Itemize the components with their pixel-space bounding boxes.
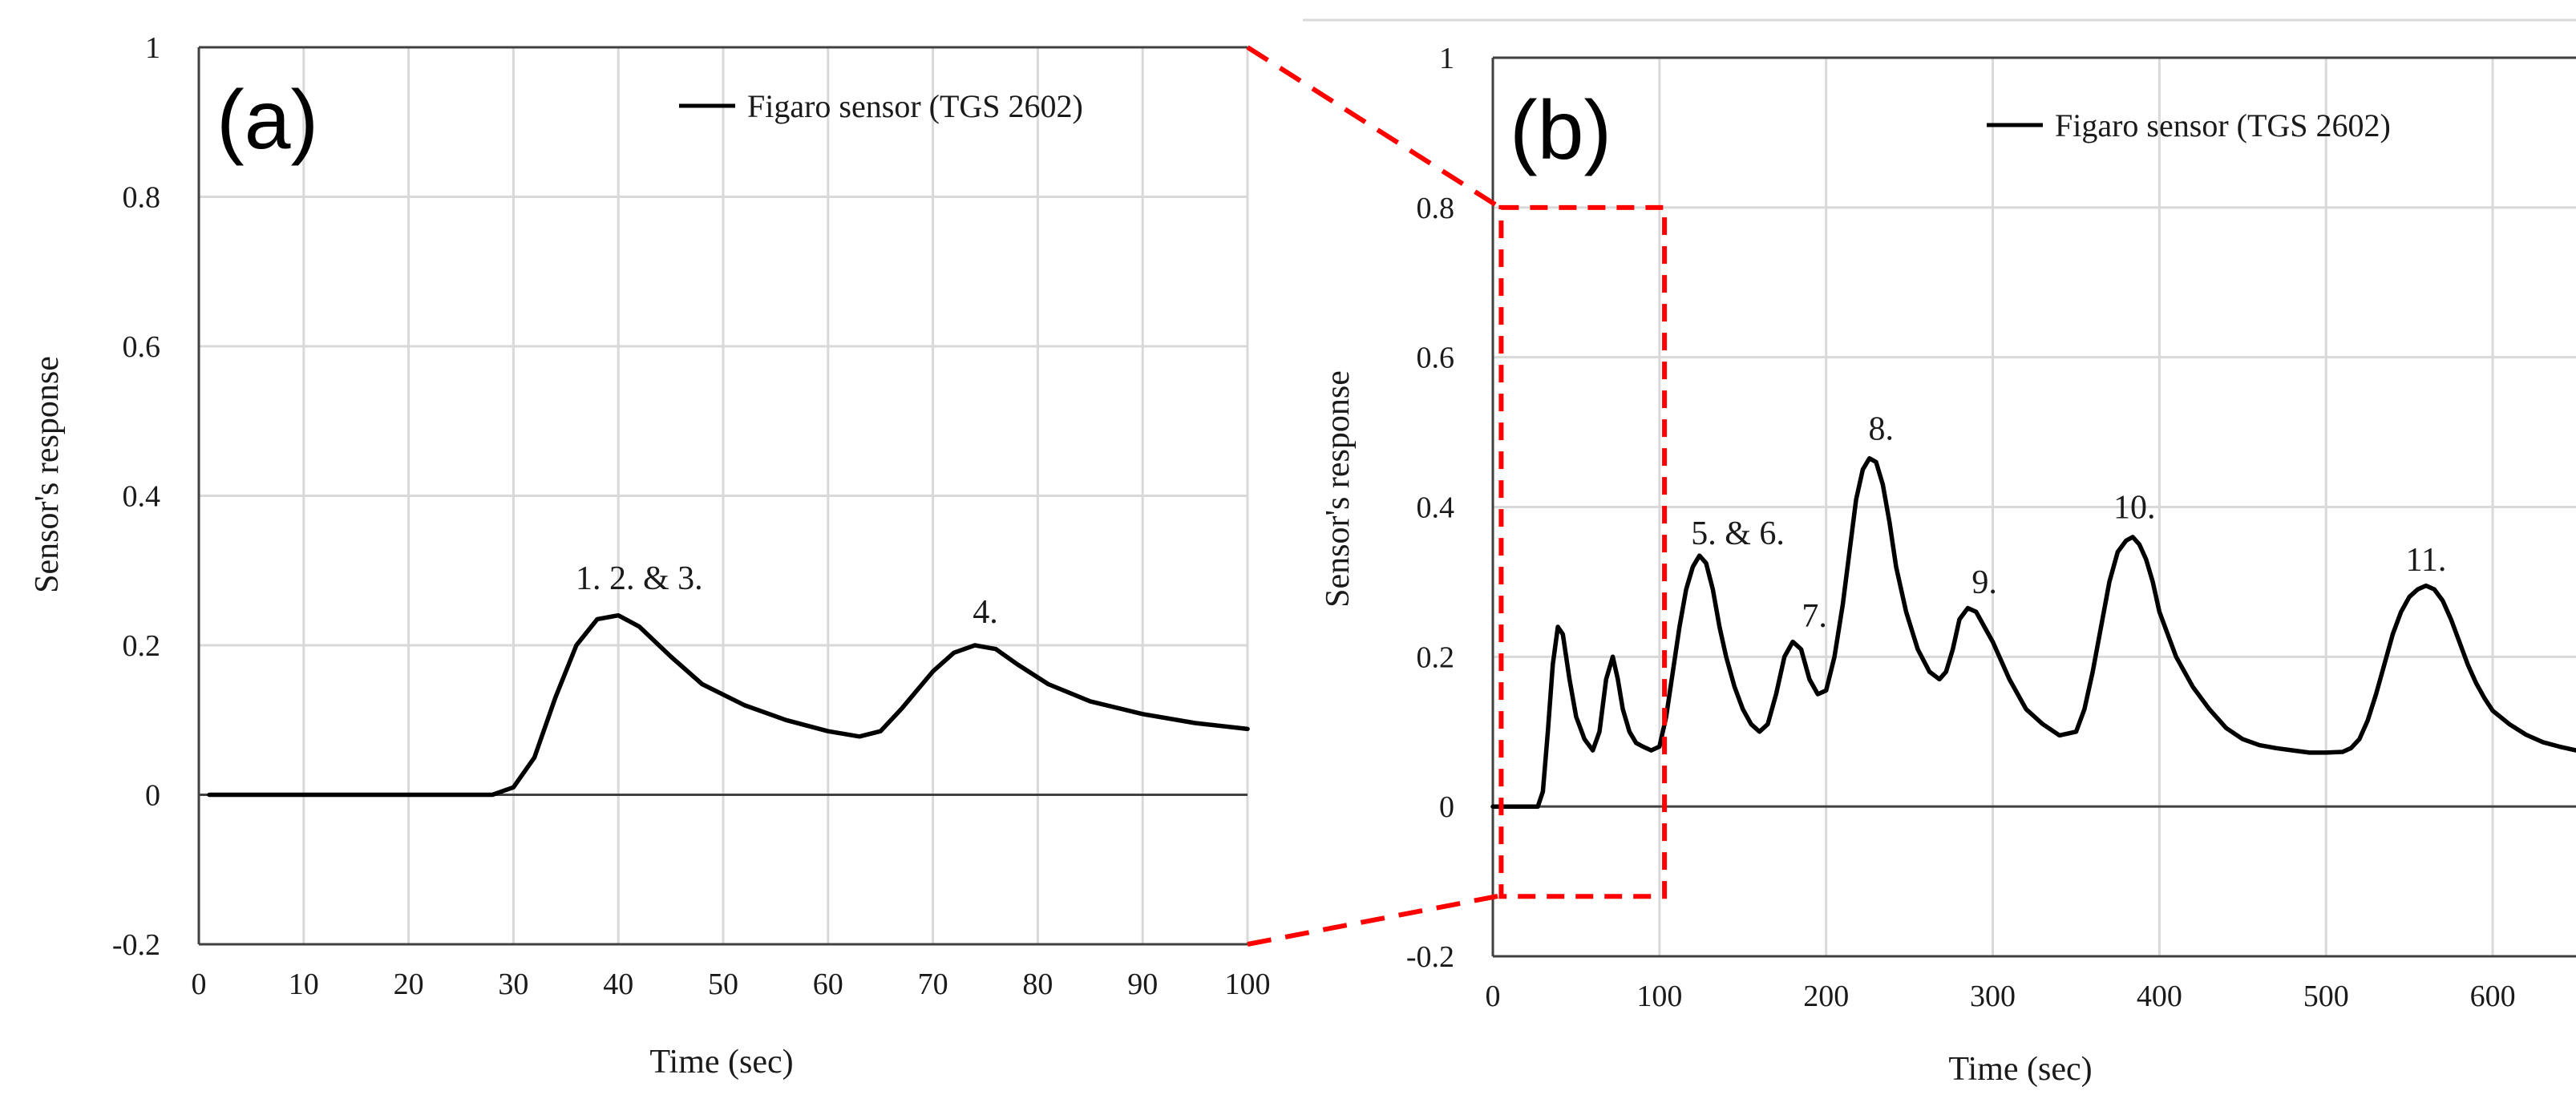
annotation-b-5: 11. <box>2405 542 2446 579</box>
annotation-a-1: 4. <box>973 594 998 631</box>
legend-label-a: Figaro sensor (TGS 2602) <box>747 88 1083 124</box>
x-tick-label-b-300: 300 <box>1970 980 2016 1013</box>
chart-panel-a: (a) Time (sec) Sensor's response Figaro … <box>29 31 1271 1081</box>
legend-label-b: Figaro sensor (TGS 2602) <box>2055 107 2391 143</box>
y-tick-label-a-1: 0 <box>145 779 160 813</box>
x-tick-label-b-500: 500 <box>2303 980 2349 1013</box>
x-tick-label-a-30: 30 <box>498 968 528 1001</box>
chart-panel-b: (b) Time (sec) Sensor's response Figaro … <box>1320 42 2576 1088</box>
y-tick-label-a-0: -0.2 <box>112 928 160 962</box>
x-tick-label-a-50: 50 <box>708 968 738 1001</box>
zoom-connector-lines <box>1246 45 1499 947</box>
x-axis-title-a: Time (sec) <box>649 1044 793 1081</box>
y-axis-title-b: Sensor's response <box>1320 370 1357 608</box>
x-axis-title-b: Time (sec) <box>1948 1051 2092 1088</box>
y-axis-title-a: Sensor's response <box>29 356 66 593</box>
y-tick-label-a-3: 0.4 <box>123 480 161 514</box>
panel-label-b: (b) <box>1510 84 1612 177</box>
series-line-b-0 <box>1490 456 2576 809</box>
y-tick-label-b-3: 0.4 <box>1417 491 1455 525</box>
annotation-b-2: 8. <box>1869 410 1895 447</box>
zoom-connector-bottom <box>1247 894 1498 947</box>
y-tick-label-a-6: 1 <box>145 31 160 65</box>
annotation-b-0: 5. & 6. <box>1691 515 1785 552</box>
zoom-box-b <box>1498 204 1668 899</box>
y-tick-label-b-1: 0 <box>1439 790 1454 824</box>
y-tick-label-a-5: 0.8 <box>123 181 161 215</box>
x-tick-label-b-400: 400 <box>2137 980 2182 1013</box>
x-tick-label-a-40: 40 <box>603 968 633 1001</box>
panel-label-a: (a) <box>216 74 318 167</box>
x-tick-label-b-200: 200 <box>1803 980 1849 1013</box>
annotation-b-3: 9. <box>1971 564 1997 601</box>
x-tick-label-b-600: 600 <box>2470 980 2516 1013</box>
annotation-b-4: 10. <box>2113 490 2156 527</box>
x-tick-label-a-70: 70 <box>918 968 948 1001</box>
y-tick-label-b-4: 0.6 <box>1417 341 1455 375</box>
y-tick-label-b-6: 1 <box>1439 42 1454 75</box>
y-tick-label-b-0: -0.2 <box>1406 940 1454 974</box>
x-tick-label-a-80: 80 <box>1022 968 1053 1001</box>
x-tick-label-a-60: 60 <box>813 968 843 1001</box>
annotation-b-1: 7. <box>1802 598 1827 635</box>
y-tick-label-a-2: 0.2 <box>123 629 161 663</box>
y-tick-label-b-2: 0.2 <box>1417 640 1455 674</box>
annotation-a-0: 1. 2. & 3. <box>576 560 703 597</box>
x-tick-label-a-20: 20 <box>394 968 424 1001</box>
zoom-connector-top <box>1246 45 1499 208</box>
x-tick-label-b-0: 0 <box>1486 980 1501 1013</box>
x-tick-label-a-0: 0 <box>192 968 207 1001</box>
y-tick-label-a-4: 0.6 <box>123 330 161 364</box>
x-tick-label-a-90: 90 <box>1127 968 1158 1001</box>
x-tick-label-b-100: 100 <box>1636 980 1682 1013</box>
x-tick-label-a-100: 100 <box>1225 968 1271 1001</box>
x-tick-label-a-10: 10 <box>289 968 319 1001</box>
y-tick-label-b-5: 0.8 <box>1417 192 1455 225</box>
series-line-a-0 <box>207 612 1250 798</box>
